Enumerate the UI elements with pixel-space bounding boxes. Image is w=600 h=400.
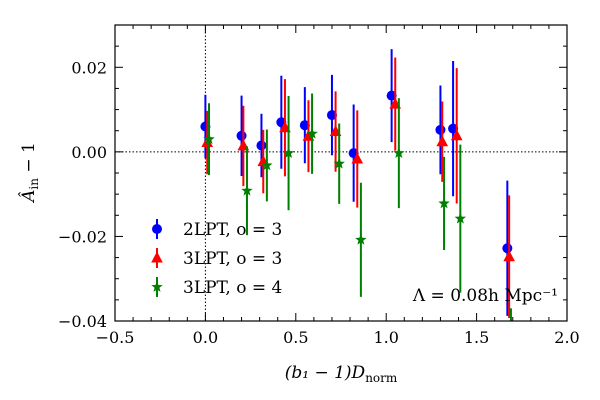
data-point-star — [241, 184, 253, 196]
plot-frame — [114, 24, 568, 322]
tick-labels: −0.5 0.0 0.5 1.0 1.5 2.0 −0.04 −0.02 0.00 0.02 — [58, 58, 580, 347]
data-point-star — [438, 197, 450, 209]
legend-marker-circle — [152, 224, 162, 234]
data-point-star — [261, 159, 273, 171]
data-point-circle — [386, 90, 397, 101]
y-tick-label: −0.04 — [58, 312, 107, 331]
y-tick-label: 0.02 — [71, 58, 107, 77]
data-point-triangle — [351, 152, 364, 164]
x-tick-label: 0.5 — [283, 328, 308, 347]
data-marks — [200, 49, 516, 339]
scale-annotation: Λ = 0.08h Mpc⁻¹ — [412, 286, 558, 306]
legend-item: 2LPT, o = 3 — [152, 219, 282, 240]
legend-label: 2LPT, o = 3 — [183, 220, 282, 240]
y-tick-label: 0.00 — [71, 143, 107, 162]
legend: 2LPT, o = 3 3LPT, o = 3 3LPT, o = 4 — [151, 219, 282, 298]
y-axis-title-sub: in — [27, 178, 41, 190]
y-tick-label: −0.02 — [58, 227, 107, 246]
data-point-triangle — [450, 129, 463, 141]
x-axis-title-sub: norm — [365, 371, 398, 385]
legend-marker-triangle — [151, 251, 163, 263]
x-tick-label: −0.5 — [96, 328, 135, 347]
legend-marker-star — [151, 281, 163, 292]
x-tick-label: 2.0 — [554, 328, 579, 347]
y-axis-title-suffix: − 1 — [19, 142, 39, 178]
data-point-circle — [502, 243, 513, 254]
legend-item: 3LPT, o = 3 — [151, 248, 282, 269]
x-axis-title-main: (b₁ − 1)D — [285, 363, 366, 383]
plot-area — [115, 25, 567, 321]
reference-lines — [115, 25, 567, 321]
data-point-star — [505, 328, 516, 339]
legend-label: 3LPT, o = 3 — [183, 249, 282, 269]
data-point-circle — [299, 120, 310, 131]
data-point-circle — [236, 130, 247, 141]
data-point-star — [333, 157, 345, 169]
x-tick-label: 0.0 — [193, 328, 218, 347]
data-point-star — [306, 127, 318, 139]
y-axis-title: Âin − 1 — [18, 142, 41, 204]
y-axis-title-main: Â — [18, 190, 39, 204]
data-point-circle — [435, 124, 446, 135]
data-point-triangle — [503, 250, 515, 262]
data-point-star — [355, 233, 367, 245]
legend-label: 3LPT, o = 4 — [183, 278, 282, 298]
data-point-star — [393, 147, 405, 158]
data-point-triangle — [436, 135, 449, 147]
data-point-circle — [448, 123, 459, 134]
data-point-star — [203, 133, 215, 145]
x-axis-title: (b₁ − 1)Dnorm — [285, 363, 398, 385]
data-point-circle — [256, 140, 267, 151]
series-3 — [203, 93, 516, 339]
legend-item: 3LPT, o = 4 — [151, 277, 282, 298]
data-point-star — [282, 147, 295, 158]
x-tick-label: 1.5 — [464, 328, 489, 347]
data-point-circle — [326, 110, 337, 121]
data-point-star — [454, 212, 467, 224]
x-tick-label: 1.0 — [373, 328, 398, 347]
